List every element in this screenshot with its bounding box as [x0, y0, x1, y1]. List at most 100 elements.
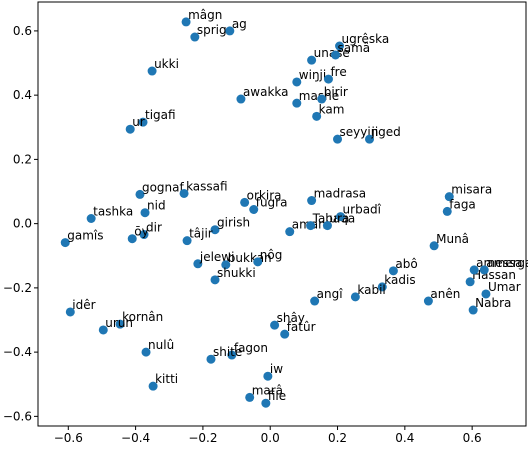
y-tick-label: −0.6: [3, 409, 32, 423]
point-label: kornân: [122, 310, 163, 324]
y-tick-label: −0.4: [3, 345, 32, 359]
point: [127, 234, 137, 244]
point-label: gamîs: [67, 229, 103, 243]
point: [481, 289, 491, 299]
point: [125, 124, 135, 134]
point: [179, 188, 189, 198]
point: [60, 238, 70, 248]
point-label: kitti: [155, 372, 178, 386]
point: [465, 277, 475, 287]
point: [147, 66, 157, 76]
point: [65, 307, 75, 317]
point-label: ukki: [154, 57, 179, 71]
y-tick-label: 0.4: [13, 88, 32, 102]
point-label: wiŋji: [299, 68, 326, 82]
point: [210, 225, 220, 235]
point: [270, 320, 280, 330]
point: [479, 265, 489, 275]
point-label: tashka: [93, 204, 133, 218]
point: [193, 259, 203, 269]
point-label: fugra: [256, 196, 288, 210]
point-label: iw: [270, 362, 283, 376]
x-tick-label: 0.4: [395, 431, 414, 445]
point-label: tâjir: [189, 227, 213, 241]
point-label: nulû: [148, 338, 174, 352]
point: [365, 134, 375, 144]
point: [86, 213, 96, 223]
point-label: shây: [277, 311, 305, 325]
point: [280, 329, 290, 339]
point: [253, 257, 263, 267]
point-label: ōy: [134, 225, 148, 239]
point: [181, 17, 191, 27]
point: [377, 282, 387, 292]
point-label: kassafi: [186, 179, 228, 193]
point-label: madrasa: [314, 187, 367, 201]
point: [225, 26, 235, 36]
point-label: amessa: [476, 256, 522, 270]
point: [468, 305, 478, 315]
point: [245, 392, 255, 402]
point-label: Umar: [488, 280, 521, 294]
point: [206, 354, 216, 364]
point-label: girish: [217, 216, 250, 230]
point: [333, 134, 343, 144]
point-label: marâ: [252, 383, 283, 397]
x-tick-label: 0.2: [328, 431, 347, 445]
point: [221, 260, 231, 270]
point: [429, 241, 439, 251]
plot-frame: [37, 1, 527, 427]
x-tick-label: −0.6: [54, 431, 83, 445]
point: [98, 325, 108, 335]
point-label: fatûr: [287, 320, 316, 334]
point-label: ura: [329, 212, 349, 226]
point: [141, 347, 151, 357]
point: [240, 197, 250, 207]
point-label: urbadî: [343, 203, 382, 217]
point-label: faga: [449, 197, 476, 211]
point: [350, 292, 360, 302]
point-label: samâ: [338, 41, 371, 55]
point-label: kabil: [357, 283, 385, 297]
point: [190, 32, 200, 42]
point: [139, 230, 149, 240]
point-label: mâgn: [188, 8, 222, 22]
point: [115, 319, 125, 329]
point-label: kam: [319, 102, 345, 116]
point-label: awakka: [243, 85, 289, 99]
point-label: angî: [317, 287, 344, 301]
point-label: shukki: [217, 266, 256, 280]
point: [317, 94, 327, 104]
point-label: abô: [395, 257, 417, 271]
point-label: Nabra: [475, 296, 511, 310]
point-label: anên: [430, 287, 460, 301]
point-label: file: [268, 389, 286, 403]
x-tick-label: 0.6: [463, 431, 482, 445]
point-label: amerga: [486, 256, 528, 270]
point-label: Munâ: [436, 232, 469, 246]
point: [249, 205, 259, 215]
point: [423, 296, 433, 306]
point-label: shite: [213, 345, 242, 359]
point: [310, 296, 320, 306]
point: [335, 41, 345, 51]
point: [444, 192, 454, 202]
point: [210, 275, 220, 285]
point: [263, 371, 273, 381]
point: [261, 398, 271, 408]
point: [331, 50, 341, 60]
point-label: birir: [324, 85, 348, 99]
point-label: ugrêska: [342, 32, 390, 46]
point: [388, 266, 398, 276]
x-tick-label: 0.0: [261, 431, 280, 445]
point: [306, 221, 316, 231]
y-tick-label: 0.6: [13, 24, 32, 38]
point-label: ag: [232, 17, 247, 31]
point: [323, 74, 333, 84]
point-label: dir: [146, 221, 162, 235]
point: [148, 381, 158, 391]
point-label: tigafi: [145, 108, 176, 122]
point: [292, 98, 302, 108]
point: [307, 55, 317, 65]
